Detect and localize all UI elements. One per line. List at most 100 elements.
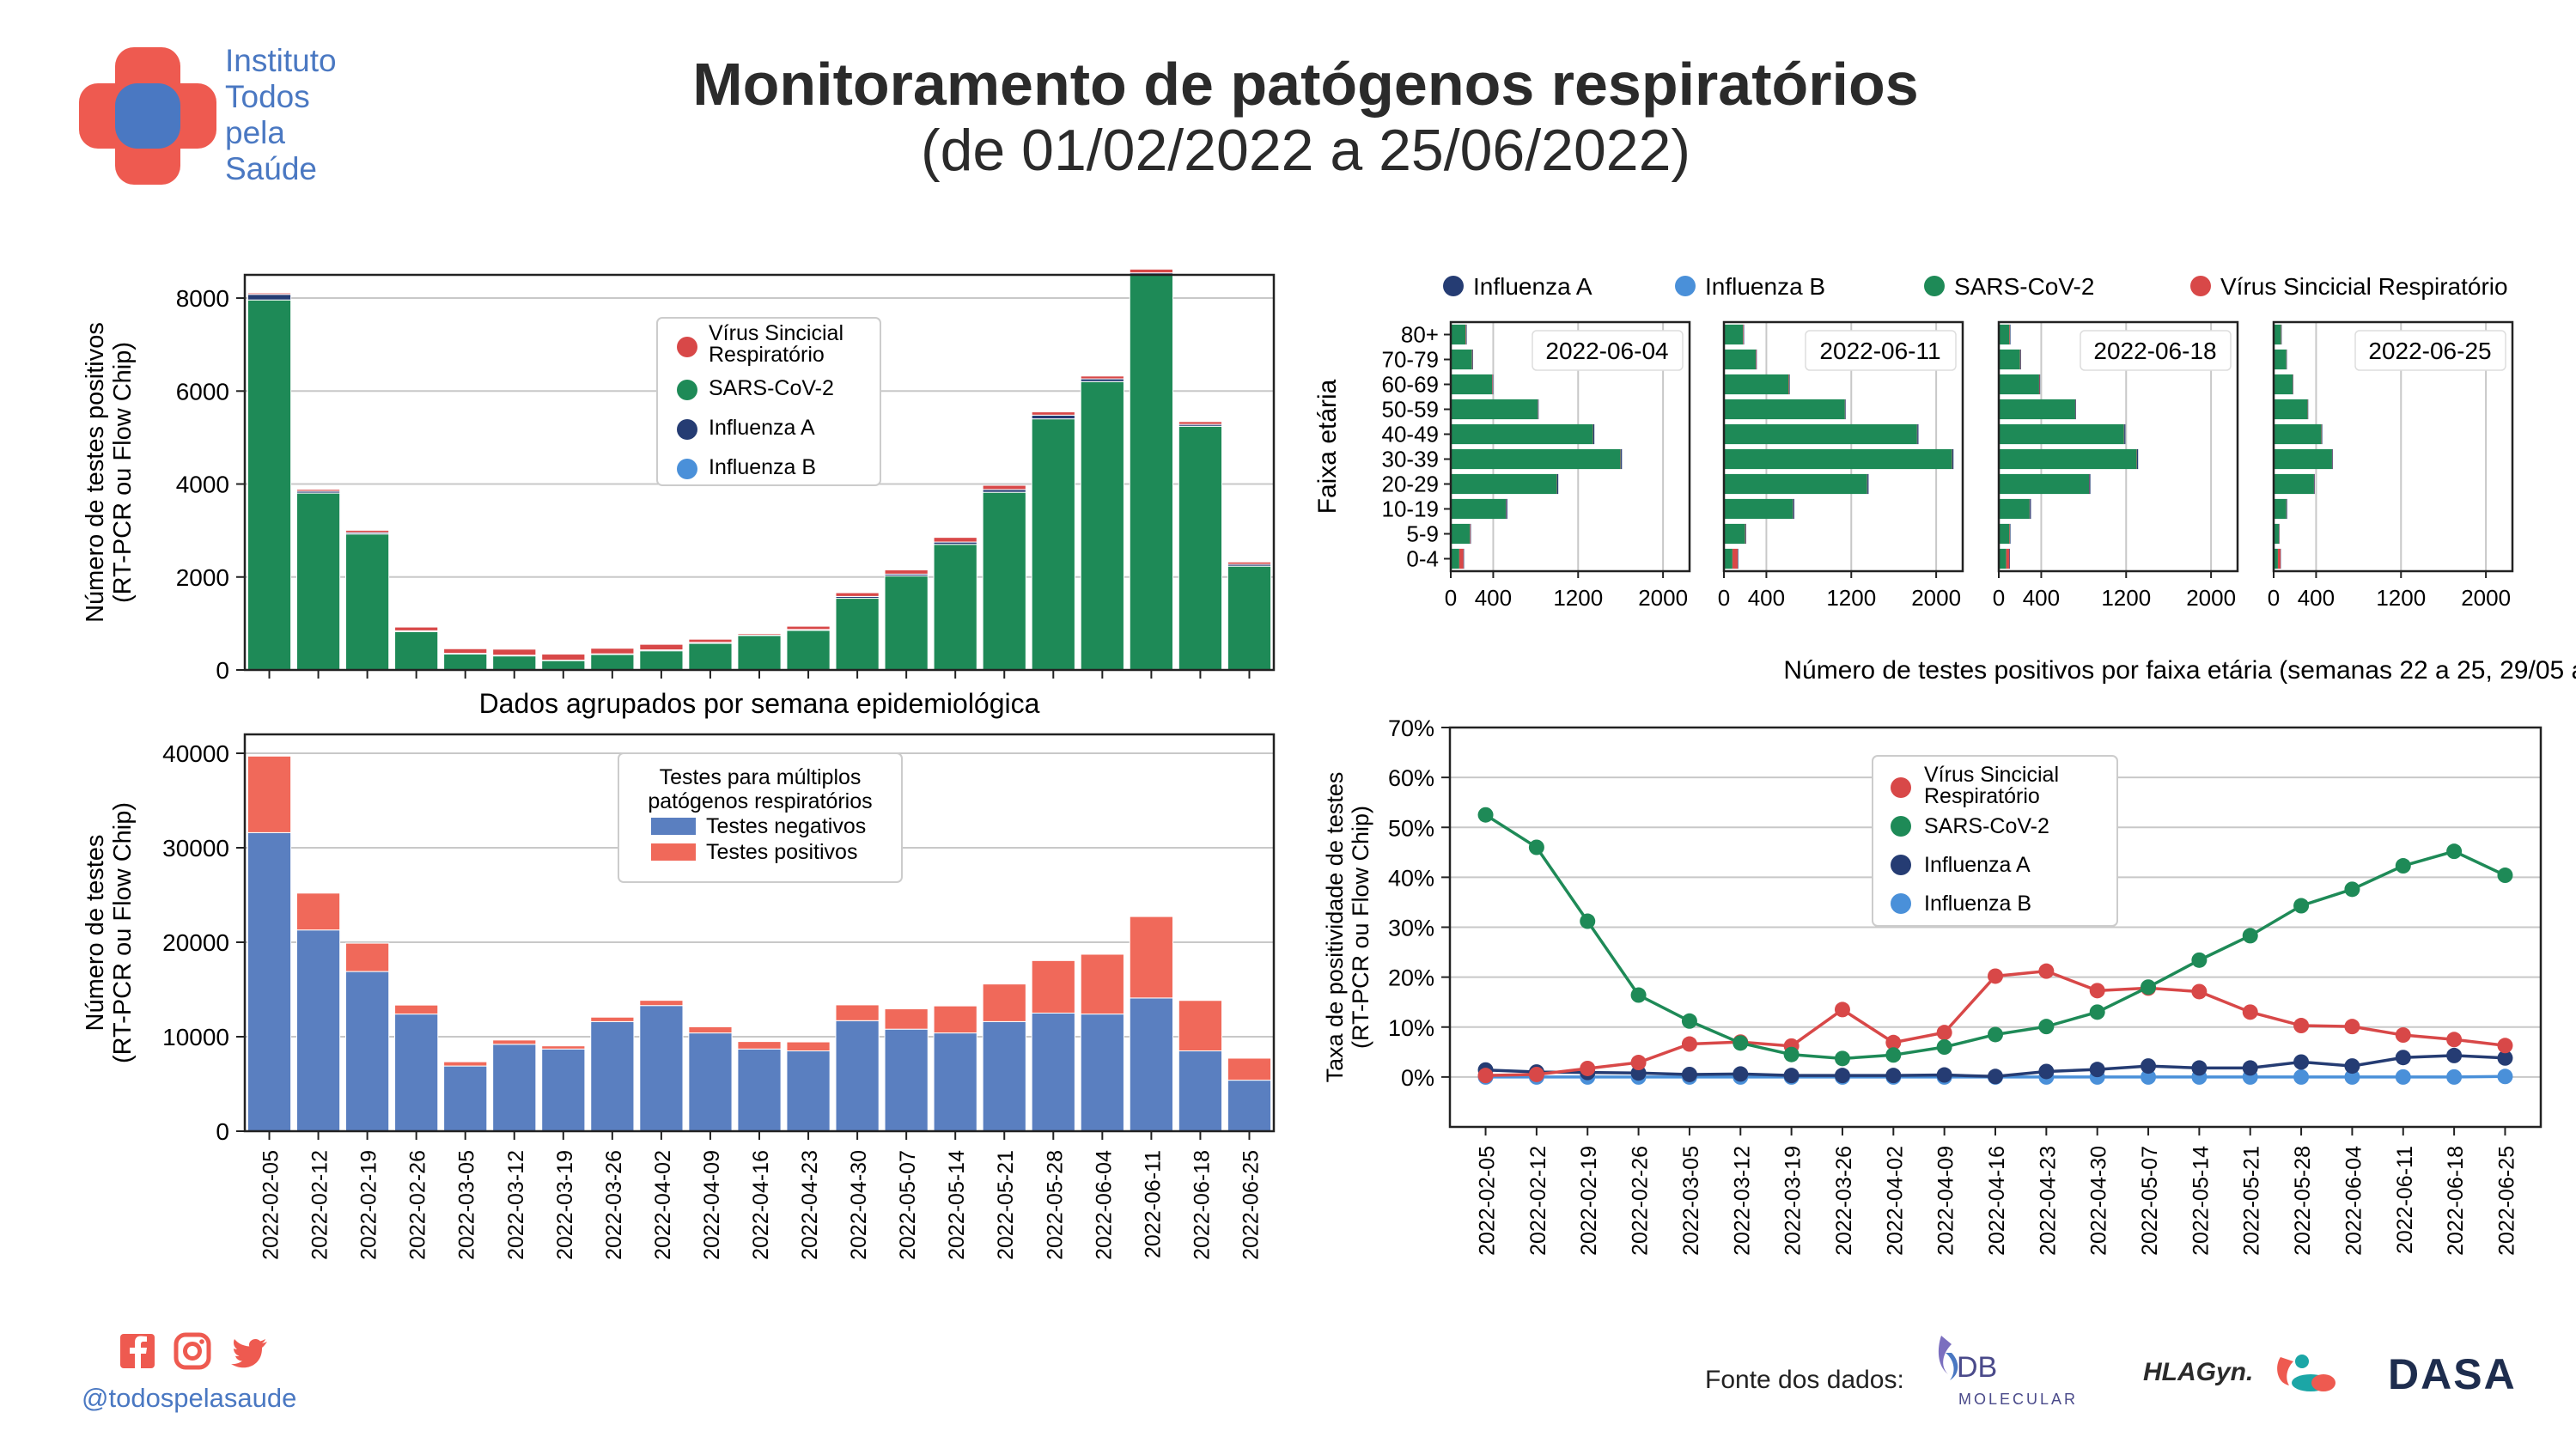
bar bbox=[1451, 523, 1471, 545]
bar bbox=[295, 489, 341, 492]
x-tick-label: 2022-06-11 bbox=[2393, 1146, 2417, 1254]
bar bbox=[1080, 375, 1124, 380]
bar bbox=[443, 653, 488, 671]
bar bbox=[1080, 953, 1124, 1015]
bar bbox=[1999, 399, 2075, 420]
data-point bbox=[2242, 1004, 2258, 1020]
legend-label: SARS-CoV-2 bbox=[709, 376, 834, 400]
bar bbox=[786, 630, 831, 671]
bar bbox=[1538, 399, 1539, 420]
bar bbox=[1732, 548, 1739, 569]
y-tick-label: 80+ bbox=[1401, 322, 1439, 348]
bar bbox=[1451, 349, 1472, 370]
bar bbox=[345, 942, 390, 972]
x-tick-label: 0 bbox=[1445, 585, 1457, 611]
y-tick-label: 20000 bbox=[162, 929, 229, 956]
legend-label: Influenza A bbox=[709, 416, 815, 440]
bar bbox=[1465, 324, 1467, 345]
y-tick-label: 60% bbox=[1388, 765, 1434, 791]
bar bbox=[2009, 523, 2010, 545]
bar bbox=[492, 1039, 537, 1045]
bar bbox=[688, 638, 733, 643]
legend-marker bbox=[677, 337, 697, 357]
plot-frame bbox=[1449, 320, 1691, 573]
data-point bbox=[1681, 1013, 1697, 1029]
source-label: Fonte dos dados: bbox=[1705, 1366, 1904, 1394]
y-axis-label: (RT-PCR ou Flow Chip) bbox=[1348, 806, 1373, 1049]
legend-label: Influenza A bbox=[1473, 273, 1592, 300]
page-title: Monitoramento de patógenos respiratórios bbox=[692, 51, 1919, 118]
bar bbox=[884, 1008, 929, 1030]
db-logo-subtext: MOLECULAR bbox=[1958, 1391, 2078, 1408]
panel-label: 2022-06-04 bbox=[1545, 338, 1668, 364]
bar bbox=[590, 1020, 635, 1132]
bar bbox=[639, 643, 684, 651]
y-axis-label: Número de testes positivos bbox=[82, 322, 109, 623]
bar bbox=[345, 529, 390, 533]
social-handle[interactable]: @todospelasaude bbox=[82, 1383, 297, 1413]
bar bbox=[1724, 423, 1917, 445]
x-tick-label: 2022-02-19 bbox=[357, 1150, 381, 1260]
bar bbox=[1724, 473, 1867, 495]
data-point bbox=[1988, 1026, 2003, 1043]
social-icons bbox=[120, 1332, 267, 1370]
plot-frame bbox=[1997, 320, 2239, 573]
legend-marker bbox=[1924, 276, 1945, 296]
bar bbox=[541, 654, 586, 661]
bar bbox=[1745, 523, 1746, 545]
legend-box bbox=[656, 317, 881, 486]
data-point bbox=[2344, 1068, 2360, 1085]
panel-label: 2022-06-11 bbox=[1819, 338, 1940, 364]
bar bbox=[2124, 423, 2126, 445]
panel-label: 2022-06-18 bbox=[2093, 338, 2216, 364]
legend-title: Testes para múltiplos bbox=[660, 765, 862, 789]
y-tick-label: 60-69 bbox=[1382, 372, 1440, 398]
data-point bbox=[1630, 1055, 1647, 1071]
bar bbox=[1031, 959, 1075, 1014]
facebook-icon[interactable] bbox=[120, 1334, 155, 1368]
plot-frame bbox=[243, 733, 1276, 1133]
bar bbox=[786, 1041, 831, 1051]
data-point bbox=[1936, 1067, 1952, 1083]
bar bbox=[394, 1014, 439, 1132]
y-tick-label: 0-4 bbox=[1406, 546, 1439, 572]
bar bbox=[247, 831, 292, 1132]
bar bbox=[1129, 268, 1173, 274]
bar bbox=[2009, 548, 2010, 569]
data-point bbox=[1834, 1050, 1850, 1067]
panel-label-box bbox=[1532, 330, 1684, 371]
dasa-logo-text: DASA bbox=[2388, 1350, 2517, 1398]
x-tick-label: 2022-02-12 bbox=[308, 1150, 332, 1260]
twitter-icon[interactable] bbox=[231, 1339, 267, 1368]
x-tick-label: 2022-04-16 bbox=[749, 1150, 773, 1260]
bar bbox=[247, 294, 292, 301]
x-tick-label: 2022-02-05 bbox=[259, 1150, 283, 1260]
legend-label: SARS-CoV-2 bbox=[1954, 273, 2094, 300]
x-tick-label: 2022-03-19 bbox=[553, 1150, 577, 1260]
bar bbox=[1451, 548, 1459, 569]
bar bbox=[1451, 423, 1593, 445]
y-axis-label: Faixa etária bbox=[1313, 379, 1342, 514]
bar bbox=[590, 654, 635, 671]
instagram-icon[interactable] bbox=[174, 1332, 211, 1370]
data-point bbox=[1477, 1068, 1494, 1084]
legend-marker bbox=[677, 419, 697, 440]
bar bbox=[295, 892, 341, 931]
bar bbox=[639, 650, 684, 671]
logo-line: Instituto bbox=[225, 43, 337, 78]
bar bbox=[2020, 349, 2021, 370]
data-point bbox=[1528, 1066, 1544, 1082]
bar bbox=[933, 1005, 977, 1034]
bar bbox=[1999, 324, 2010, 345]
data-point bbox=[1936, 1039, 1952, 1055]
bar bbox=[1952, 448, 1954, 470]
bar bbox=[1999, 498, 2030, 520]
bar bbox=[541, 1045, 586, 1050]
bar bbox=[1471, 349, 1473, 370]
bar bbox=[247, 299, 292, 670]
hlagyn-logo-text: HLAGyn. bbox=[2143, 1358, 2253, 1386]
panel-label-box bbox=[2080, 330, 2232, 371]
bar bbox=[1999, 349, 2020, 370]
y-tick-label: 30-39 bbox=[1382, 447, 1440, 472]
data-point bbox=[1885, 1047, 1902, 1063]
